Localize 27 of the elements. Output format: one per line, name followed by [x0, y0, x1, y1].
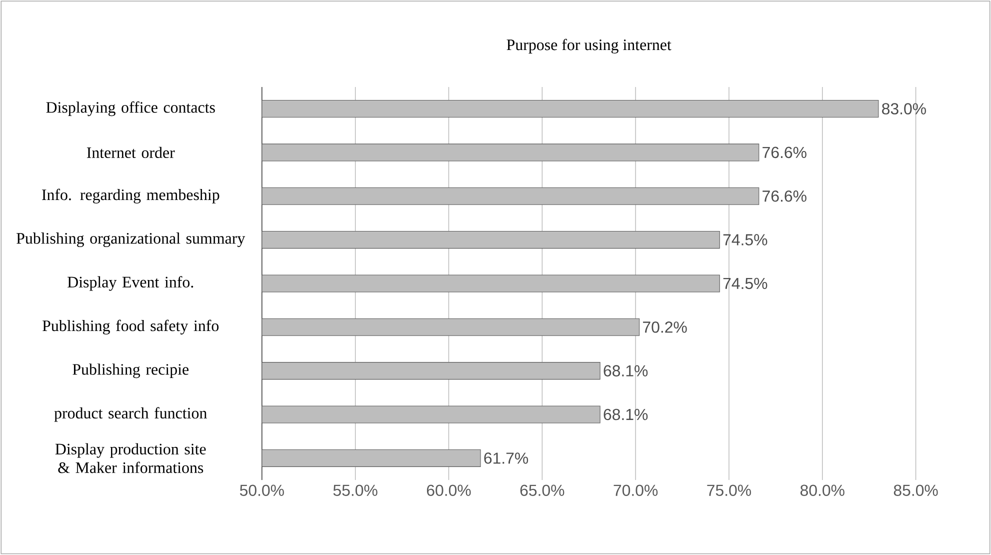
- data-label: 70.2%: [643, 322, 687, 333]
- x-tick-label: 75.0%: [707, 484, 751, 496]
- data-label: 76.6%: [762, 190, 806, 202]
- data-label: 68.1%: [604, 365, 648, 377]
- data-label: 74.5%: [723, 234, 768, 246]
- data-label: 74.5%: [723, 278, 768, 290]
- y-tick-label: Publishing recipie: [72, 364, 189, 378]
- y-tick-label: Display production site & Maker informations: [55, 443, 206, 474]
- x-tick-label: 85.0%: [894, 484, 938, 496]
- y-tick-label: Display Event info.: [68, 276, 194, 291]
- y-tick-label: Publishing food safety info: [42, 320, 219, 335]
- x-tick-label: 55.0%: [333, 484, 378, 496]
- y-tick-label: Displaying office contacts: [46, 102, 215, 116]
- data-label: 76.6%: [762, 146, 806, 158]
- y-tick-label: Internet order: [86, 146, 175, 158]
- x-tick-label: 65.0%: [520, 484, 564, 496]
- data-label: 83.0%: [882, 103, 926, 114]
- y-tick-label: product search function: [54, 407, 207, 422]
- x-tick-label: 80.0%: [800, 484, 844, 496]
- y-tick-label: Publishing organizational summary: [16, 232, 246, 248]
- data-label: 61.7%: [484, 452, 528, 464]
- x-tick-label: 70.0%: [614, 484, 658, 496]
- x-tick-label: 50.0%: [240, 484, 284, 496]
- y-tick-label: Info. regarding membeship: [42, 188, 220, 204]
- data-label: 68.1%: [604, 408, 648, 420]
- x-tick-label: 60.0%: [426, 484, 471, 496]
- chart-title: Purpose for using internet: [506, 38, 672, 54]
